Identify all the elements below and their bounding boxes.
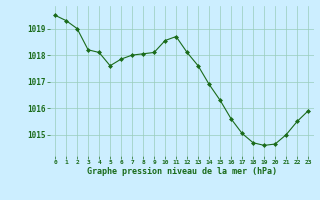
X-axis label: Graphe pression niveau de la mer (hPa): Graphe pression niveau de la mer (hPa) — [87, 167, 276, 176]
